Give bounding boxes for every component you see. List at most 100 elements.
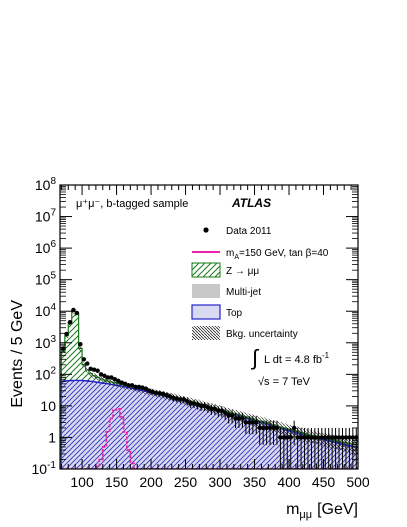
legend-label-data: Data 2011 [226,226,272,237]
y-tick-label-exp: 7 [50,208,56,219]
data-point [305,435,311,440]
data-point [274,425,280,431]
data-point [312,435,318,440]
data-point [285,435,290,440]
data-point [223,410,228,416]
data-point [243,420,249,425]
y-tick-label-base: 10 [35,240,51,256]
data-point [105,375,111,380]
data-point [150,389,155,394]
y-tick-label-base: 10 [35,177,51,193]
data-point [188,401,193,406]
axis-ticks [60,184,359,470]
legend-label-zmumu: Z → μμ [226,266,259,277]
uncertainty-band-bin [109,379,114,386]
data-point [202,403,207,409]
y-tick-label-exp: 5 [50,271,56,282]
lumi-integral-sign: ∫ [250,345,260,370]
x-axis-title-main: m [286,501,299,518]
data-point [288,435,293,440]
uncertainty-band-bin [92,373,96,379]
y-tick-label-base: 10 [35,209,51,225]
data-point [219,408,224,413]
legend-label-top: Top [226,308,243,319]
data-point [160,391,166,397]
data-point [271,425,276,431]
y-tick-label-exp: 2 [50,365,56,376]
data-point [250,420,256,425]
y-tick-label: 102 [35,365,57,382]
data-point [91,367,97,372]
y-tick-label: 1 [48,429,56,445]
data-point [154,390,159,395]
y-tick-label: 10 [40,398,56,414]
data-point [95,368,100,373]
uncertainty-band-bin [102,377,107,384]
x-tick-label: 250 [174,474,198,490]
legend-marker-data [203,227,209,233]
legend-item-multijet: Multi-jet [192,284,261,298]
data-point [309,435,314,440]
x-tick-label: 300 [208,474,232,490]
x-tick-label: 100 [70,474,94,490]
data-point [164,392,169,398]
data-points-layer [60,307,358,469]
data-point [326,435,331,440]
data-point [229,413,235,418]
data-point [340,435,345,440]
atlas-label: ATLAS [231,196,271,210]
data-point [226,413,231,418]
x-axis-title-unit: [GeV] [317,501,358,518]
data-point [171,395,176,401]
data-point [247,420,252,425]
data-point [81,357,86,362]
y-tick-label: 105 [35,271,57,288]
legend-label-signal-rest: =150 GeV, tan β=40 [239,248,329,259]
data-point [126,383,131,388]
y-tick-label-exp: 3 [50,334,56,345]
data-point [167,394,173,399]
legend-swatch-uncertainty [192,326,220,340]
y-tick-label: 103 [35,334,57,351]
data-point [174,396,180,401]
data-point [281,435,287,440]
y-tick-label: 108 [35,176,57,193]
data-point [147,388,152,394]
legend-label-signal: mA=150 GeV, tan β=40 [226,248,329,261]
lumi-label-main: L dt = 4.8 fb [264,354,322,366]
legend-label-signal-main: m [226,248,234,259]
data-point [85,361,90,366]
data-point [129,383,135,388]
y-tick-label-exp: 4 [50,302,56,313]
data-point [216,408,221,413]
data-point [60,346,66,351]
x-tick-label: 150 [105,474,129,490]
top-stack-fill [61,380,358,469]
legend-swatch-zmumu [191,262,221,278]
y-tick-label-exp: -1 [47,460,56,471]
legend: Data 2011 mA=150 GeV, tan β=40 Z → μμ Mu… [191,226,329,340]
data-point [267,425,273,431]
axis-tick-labels: 100 150 200 250 300 350 400 450 5001081071061051… [32,176,370,490]
y-tick-label-exp: 6 [50,239,56,250]
data-point [319,435,324,440]
y-tick-label-base: 10 [35,303,51,319]
data-point [119,380,124,385]
data-point [178,397,183,402]
data-point [260,425,266,431]
data-point [71,307,76,313]
data-point [209,406,214,412]
data-point [185,399,190,404]
uncertainty-band-bin [88,371,93,377]
x-axis-title: mμμ [GeV] [286,501,358,521]
y-axis-title: Events / 5 GeV [9,300,26,408]
data-point [212,406,218,412]
data-point [112,377,118,382]
data-point [205,405,211,410]
y-tick-label-base: 10 [32,461,48,477]
data-point [67,319,73,325]
y-tick-label-base: 10 [35,366,51,382]
x-tick-label: 350 [243,474,267,490]
data-point [88,366,93,371]
